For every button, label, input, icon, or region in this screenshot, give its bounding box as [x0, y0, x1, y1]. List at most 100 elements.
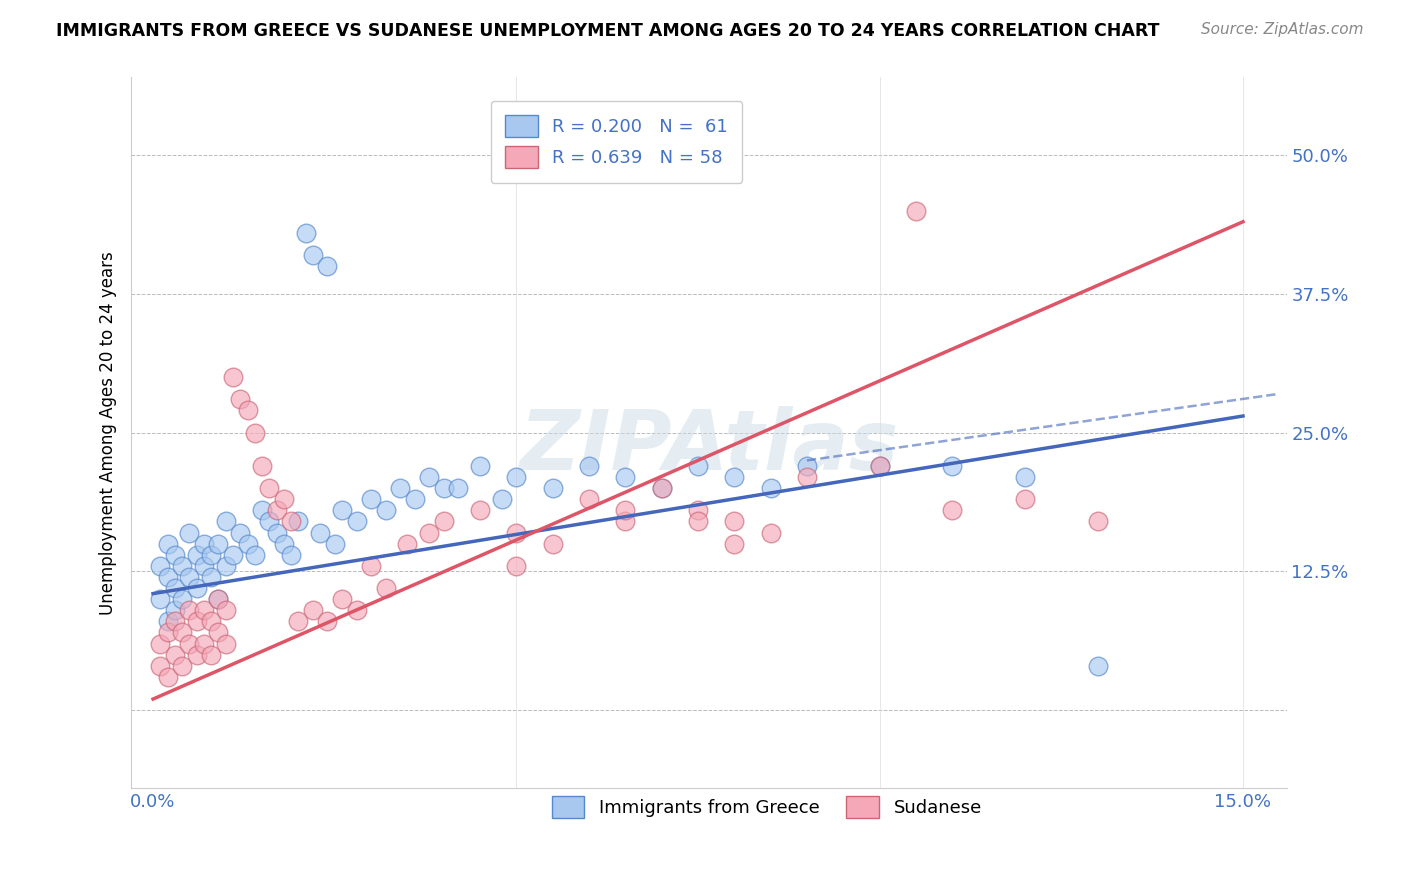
- Point: [215, 515, 238, 529]
- Point: [505, 558, 527, 573]
- Point: [904, 203, 927, 218]
- Point: [346, 603, 368, 617]
- Point: [404, 492, 426, 507]
- Point: [651, 481, 673, 495]
- Point: [179, 525, 201, 540]
- Point: [200, 615, 222, 629]
- Point: [215, 636, 238, 650]
- Point: [433, 481, 456, 495]
- Point: [505, 470, 527, 484]
- Point: [149, 592, 172, 607]
- Point: [1014, 492, 1036, 507]
- Point: [280, 515, 302, 529]
- Point: [149, 636, 172, 650]
- Point: [207, 625, 229, 640]
- Point: [316, 259, 339, 273]
- Point: [193, 536, 215, 550]
- Point: [614, 470, 637, 484]
- Point: [686, 515, 709, 529]
- Point: [273, 536, 295, 550]
- Point: [243, 548, 266, 562]
- Point: [163, 648, 186, 662]
- Point: [287, 515, 309, 529]
- Point: [759, 481, 782, 495]
- Point: [294, 226, 316, 240]
- Point: [200, 570, 222, 584]
- Point: [346, 515, 368, 529]
- Point: [941, 458, 963, 473]
- Point: [360, 558, 382, 573]
- Point: [259, 515, 281, 529]
- Text: ZIPAtlas: ZIPAtlas: [519, 407, 898, 487]
- Point: [163, 581, 186, 595]
- Point: [941, 503, 963, 517]
- Y-axis label: Unemployment Among Ages 20 to 24 years: Unemployment Among Ages 20 to 24 years: [100, 251, 117, 615]
- Point: [156, 615, 179, 629]
- Point: [186, 581, 208, 595]
- Point: [179, 603, 201, 617]
- Point: [222, 548, 245, 562]
- Point: [172, 558, 194, 573]
- Point: [1014, 470, 1036, 484]
- Point: [207, 592, 229, 607]
- Point: [723, 515, 745, 529]
- Point: [156, 670, 179, 684]
- Point: [396, 536, 419, 550]
- Point: [186, 648, 208, 662]
- Point: [418, 525, 440, 540]
- Point: [723, 470, 745, 484]
- Point: [614, 515, 637, 529]
- Point: [433, 515, 456, 529]
- Point: [869, 458, 891, 473]
- Point: [374, 503, 396, 517]
- Point: [172, 625, 194, 640]
- Point: [309, 525, 332, 540]
- Point: [179, 570, 201, 584]
- Point: [243, 425, 266, 440]
- Point: [374, 581, 396, 595]
- Point: [149, 558, 172, 573]
- Legend: Immigrants from Greece, Sudanese: Immigrants from Greece, Sudanese: [544, 789, 988, 825]
- Point: [651, 481, 673, 495]
- Point: [156, 570, 179, 584]
- Point: [250, 503, 273, 517]
- Point: [186, 548, 208, 562]
- Point: [1087, 658, 1109, 673]
- Point: [578, 492, 600, 507]
- Point: [316, 615, 339, 629]
- Point: [280, 548, 302, 562]
- Point: [541, 481, 564, 495]
- Point: [418, 470, 440, 484]
- Point: [163, 548, 186, 562]
- Point: [302, 603, 325, 617]
- Text: Source: ZipAtlas.com: Source: ZipAtlas.com: [1201, 22, 1364, 37]
- Point: [323, 536, 346, 550]
- Point: [796, 470, 818, 484]
- Point: [179, 636, 201, 650]
- Point: [686, 458, 709, 473]
- Point: [200, 648, 222, 662]
- Point: [207, 536, 229, 550]
- Point: [505, 525, 527, 540]
- Point: [541, 536, 564, 550]
- Point: [491, 492, 513, 507]
- Point: [266, 503, 288, 517]
- Point: [172, 658, 194, 673]
- Point: [250, 458, 273, 473]
- Point: [215, 558, 238, 573]
- Point: [193, 636, 215, 650]
- Point: [759, 525, 782, 540]
- Point: [578, 458, 600, 473]
- Point: [215, 603, 238, 617]
- Point: [330, 592, 353, 607]
- Point: [686, 503, 709, 517]
- Point: [193, 603, 215, 617]
- Point: [360, 492, 382, 507]
- Point: [468, 458, 491, 473]
- Point: [468, 503, 491, 517]
- Point: [163, 615, 186, 629]
- Point: [163, 603, 186, 617]
- Point: [389, 481, 412, 495]
- Point: [287, 615, 309, 629]
- Point: [302, 248, 325, 262]
